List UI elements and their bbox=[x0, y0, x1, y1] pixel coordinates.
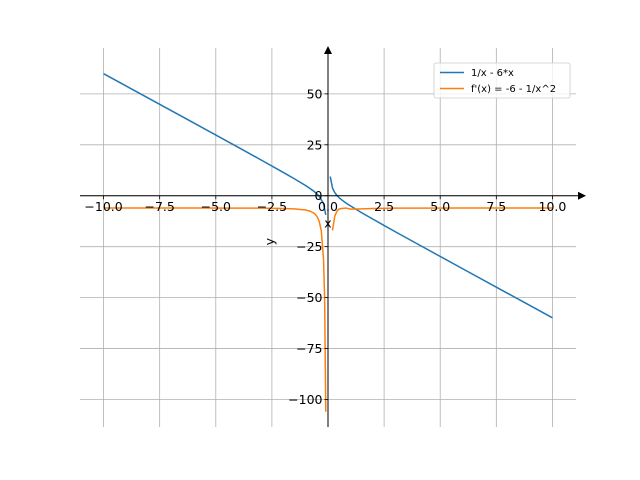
y-tick-label: −100 bbox=[288, 392, 322, 407]
legend-label-series-1: 1/x - 6*x bbox=[471, 68, 514, 79]
x-tick-label: −2.5 bbox=[257, 199, 287, 214]
y-axis-arrow bbox=[324, 46, 332, 54]
x-tick-label: 0.0 bbox=[318, 199, 338, 214]
series-1-line bbox=[329, 176, 553, 319]
ticks: −10.0 −7.5 −5.0 −2.5 0.0 2.5 5.0 7.5 10.0 −100 −75… bbox=[84, 86, 566, 407]
x-tick-label: 2.5 bbox=[374, 199, 394, 214]
y-tick-label: −25 bbox=[296, 239, 322, 254]
x-tick-label: 5.0 bbox=[430, 199, 450, 214]
x-tick-label: 10.0 bbox=[539, 199, 567, 214]
series-2-line bbox=[331, 207, 553, 231]
series-2-line bbox=[103, 207, 327, 412]
series-1-line bbox=[103, 73, 327, 216]
y-tick-label: 50 bbox=[307, 86, 323, 101]
x-tick-label: 7.5 bbox=[486, 199, 506, 214]
x-axis-arrow bbox=[578, 191, 586, 200]
x-tick-label: −7.5 bbox=[144, 199, 174, 214]
legend-frame bbox=[433, 62, 571, 99]
y-axis-label: y bbox=[262, 237, 277, 245]
legend-label-series-2: f'(x) = -6 - 1/x^2 bbox=[471, 84, 556, 95]
y-tick-label: 25 bbox=[307, 137, 323, 152]
legend: 1/x - 6*x f'(x) = -6 - 1/x^2 bbox=[433, 62, 571, 99]
axes bbox=[80, 46, 586, 427]
x-tick-label: −10.0 bbox=[84, 199, 122, 214]
x-axis-label: x bbox=[324, 216, 331, 231]
y-tick-label: −50 bbox=[296, 290, 322, 305]
y-tick-label: 0 bbox=[315, 188, 323, 203]
x-tick-label: −5.0 bbox=[201, 199, 231, 214]
y-tick-label: −75 bbox=[296, 341, 322, 356]
